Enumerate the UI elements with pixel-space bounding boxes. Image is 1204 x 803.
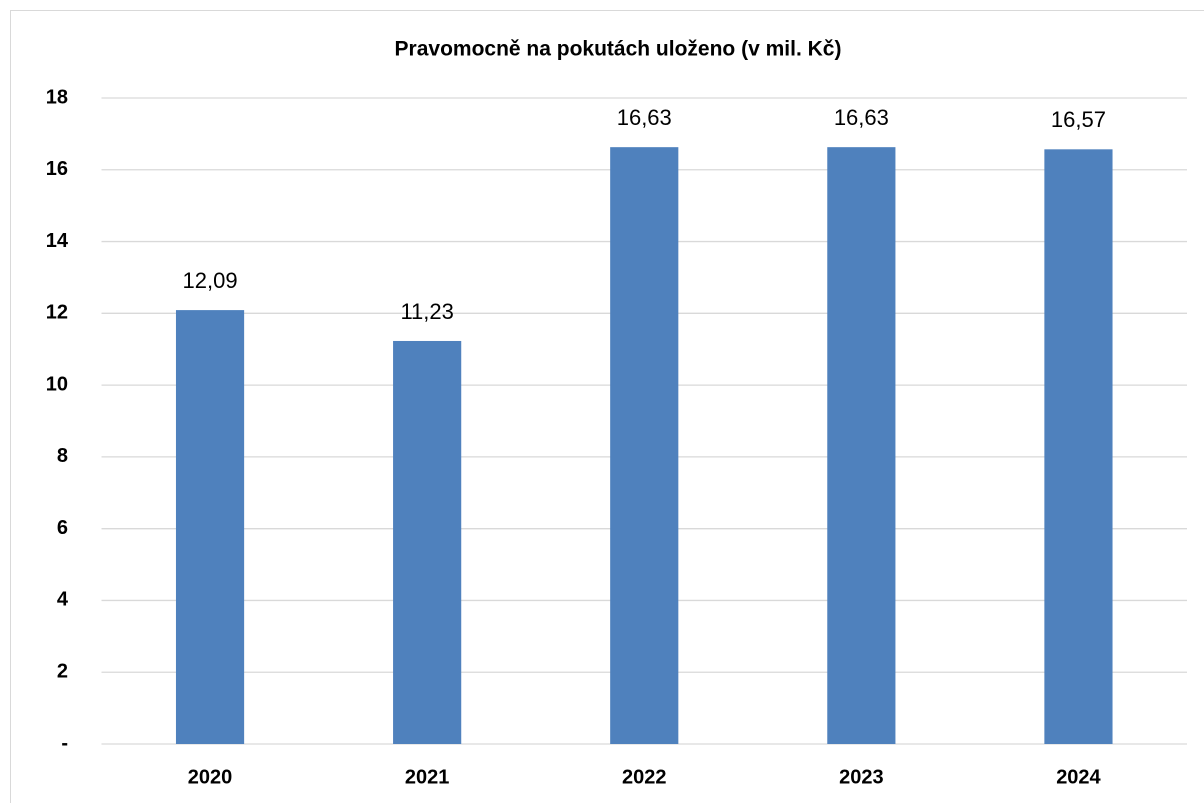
value-label: 12,09 xyxy=(183,268,238,293)
value-label: 16,63 xyxy=(834,105,889,130)
y-tick-label: - xyxy=(61,732,68,754)
bar xyxy=(393,340,462,744)
y-tick-label: 4 xyxy=(57,589,69,611)
x-tick-label: 2020 xyxy=(188,766,233,788)
bar xyxy=(610,147,679,744)
bar xyxy=(175,310,245,744)
x-tick-label: 2023 xyxy=(839,766,884,788)
value-label: 11,23 xyxy=(400,299,453,324)
bar xyxy=(827,147,896,744)
y-tick-label: 2 xyxy=(57,661,68,683)
y-tick-label: 12 xyxy=(46,302,68,324)
y-tick-label: 6 xyxy=(57,517,68,539)
x-tick-label: 2024 xyxy=(1056,766,1101,788)
y-tick-label: 10 xyxy=(46,373,68,395)
y-tick-label: 16 xyxy=(46,158,68,180)
value-label: 16,57 xyxy=(1051,107,1106,132)
y-tick-label: 18 xyxy=(46,86,68,108)
y-tick-label: 8 xyxy=(57,445,68,467)
chart-title: Pravomocně na pokutách uloženo (v mil. K… xyxy=(395,38,842,61)
x-tick-label: 2022 xyxy=(622,766,667,788)
x-tick-label: 2021 xyxy=(405,766,450,788)
y-tick-label: 14 xyxy=(46,230,69,252)
bar xyxy=(1044,149,1113,744)
value-label: 16,63 xyxy=(617,105,672,130)
